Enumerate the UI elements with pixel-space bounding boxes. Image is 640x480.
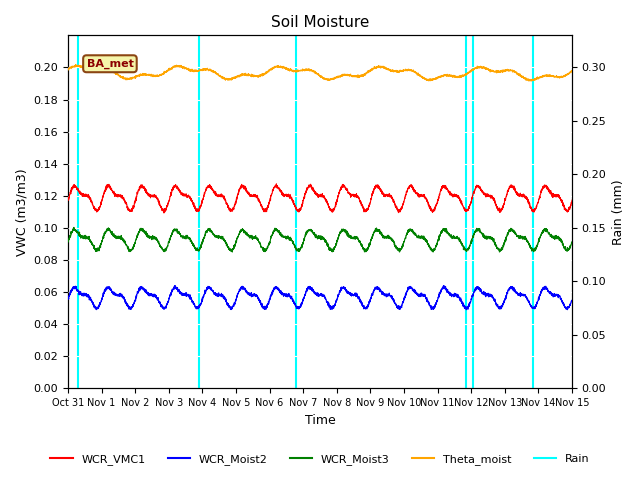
Text: BA_met: BA_met [86,59,133,69]
Y-axis label: Rain (mm): Rain (mm) [612,179,625,245]
X-axis label: Time: Time [305,414,335,427]
Legend: WCR_VMC1, WCR_Moist2, WCR_Moist3, Theta_moist, Rain: WCR_VMC1, WCR_Moist2, WCR_Moist3, Theta_… [46,450,594,469]
Y-axis label: VWC (m3/m3): VWC (m3/m3) [15,168,28,256]
Title: Soil Moisture: Soil Moisture [271,15,369,30]
